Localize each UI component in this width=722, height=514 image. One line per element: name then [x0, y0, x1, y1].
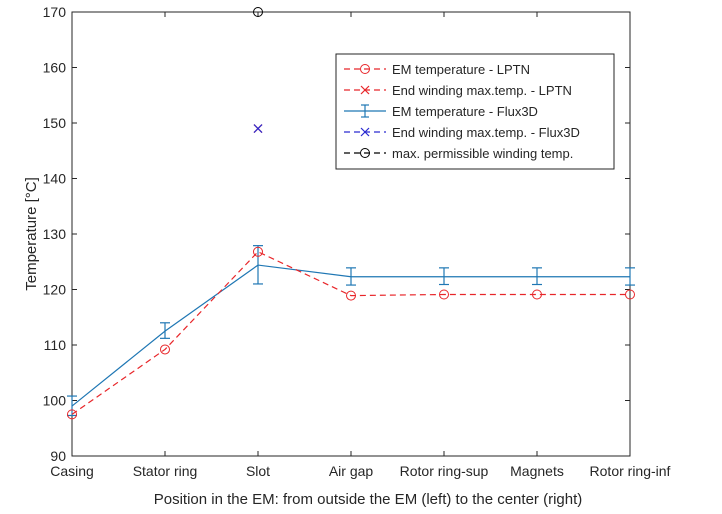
x-tick-label: Casing	[50, 463, 94, 479]
y-tick-label: 150	[43, 115, 67, 131]
series-line-lptn	[71, 251, 630, 415]
error-bar	[67, 395, 77, 417]
y-tick-label: 130	[43, 226, 67, 242]
legend-label: End winding max.temp. - LPTN	[392, 83, 572, 98]
error-bar	[439, 267, 449, 286]
legend-label: EM temperature - LPTN	[392, 62, 530, 77]
legend-entry: EM temperature - LPTN	[344, 62, 530, 77]
y-axis-label: Temperature [°C]	[23, 177, 40, 291]
data-point-lptn	[346, 290, 356, 301]
error-bar	[346, 267, 356, 286]
x-tick-label: Slot	[246, 463, 270, 479]
legend-entry: max. permissible winding temp.	[344, 146, 573, 161]
data-point-lptn	[67, 409, 77, 420]
end-winding-point-flux3d	[253, 124, 263, 133]
legend-marker	[360, 148, 370, 158]
legend-marker	[360, 127, 370, 137]
legend-entry: EM temperature - Flux3D	[344, 104, 538, 119]
x-tick-label: Rotor ring-sup	[400, 463, 489, 479]
y-tick-label: 120	[43, 282, 67, 298]
error-bar	[160, 322, 170, 339]
legend-label: EM temperature - Flux3D	[392, 104, 538, 119]
y-axis: 90 100 110 120 130 140 150 160 170	[43, 4, 630, 464]
x-axis: Casing Stator ring Slot Air gap Rotor ring-s…	[50, 12, 671, 479]
error-bar	[625, 267, 635, 286]
y-tick-label: 110	[44, 337, 67, 353]
data-point-lptn	[439, 289, 449, 300]
data-point-lptn	[253, 246, 263, 257]
x-axis-label: Position in the EM: from outside the EM …	[154, 491, 583, 508]
series-layer	[67, 7, 635, 420]
legend-marker	[360, 64, 370, 74]
y-tick-label: 160	[43, 60, 67, 76]
legend-label: End winding max.temp. - Flux3D	[392, 125, 580, 140]
data-point-lptn	[625, 289, 635, 300]
series-flux3d	[67, 245, 635, 417]
data-point-lptn	[532, 289, 542, 300]
x-tick-label: Stator ring	[133, 463, 198, 479]
y-tick-label: 90	[50, 448, 66, 464]
legend-entry: End winding max.temp. - Flux3D	[344, 125, 580, 140]
x-tick-label: Rotor ring-inf	[590, 463, 671, 479]
legend-entry: End winding max.temp. - LPTN	[344, 83, 572, 98]
series-lptn	[67, 246, 635, 420]
y-tick-label: 170	[43, 4, 67, 20]
x-tick-label: Magnets	[510, 463, 564, 479]
legend: EM temperature - LPTN End winding max.tem…	[335, 53, 615, 170]
x-tick-label: Air gap	[329, 463, 374, 479]
legend-marker	[360, 85, 370, 95]
legend-label: max. permissible winding temp.	[392, 146, 573, 161]
data-point-lptn	[160, 344, 170, 355]
max-permissible-point	[253, 7, 263, 17]
error-bar	[253, 245, 263, 285]
y-tick-label: 140	[43, 171, 67, 187]
error-bar	[532, 267, 542, 286]
y-tick-label: 100	[43, 393, 67, 409]
